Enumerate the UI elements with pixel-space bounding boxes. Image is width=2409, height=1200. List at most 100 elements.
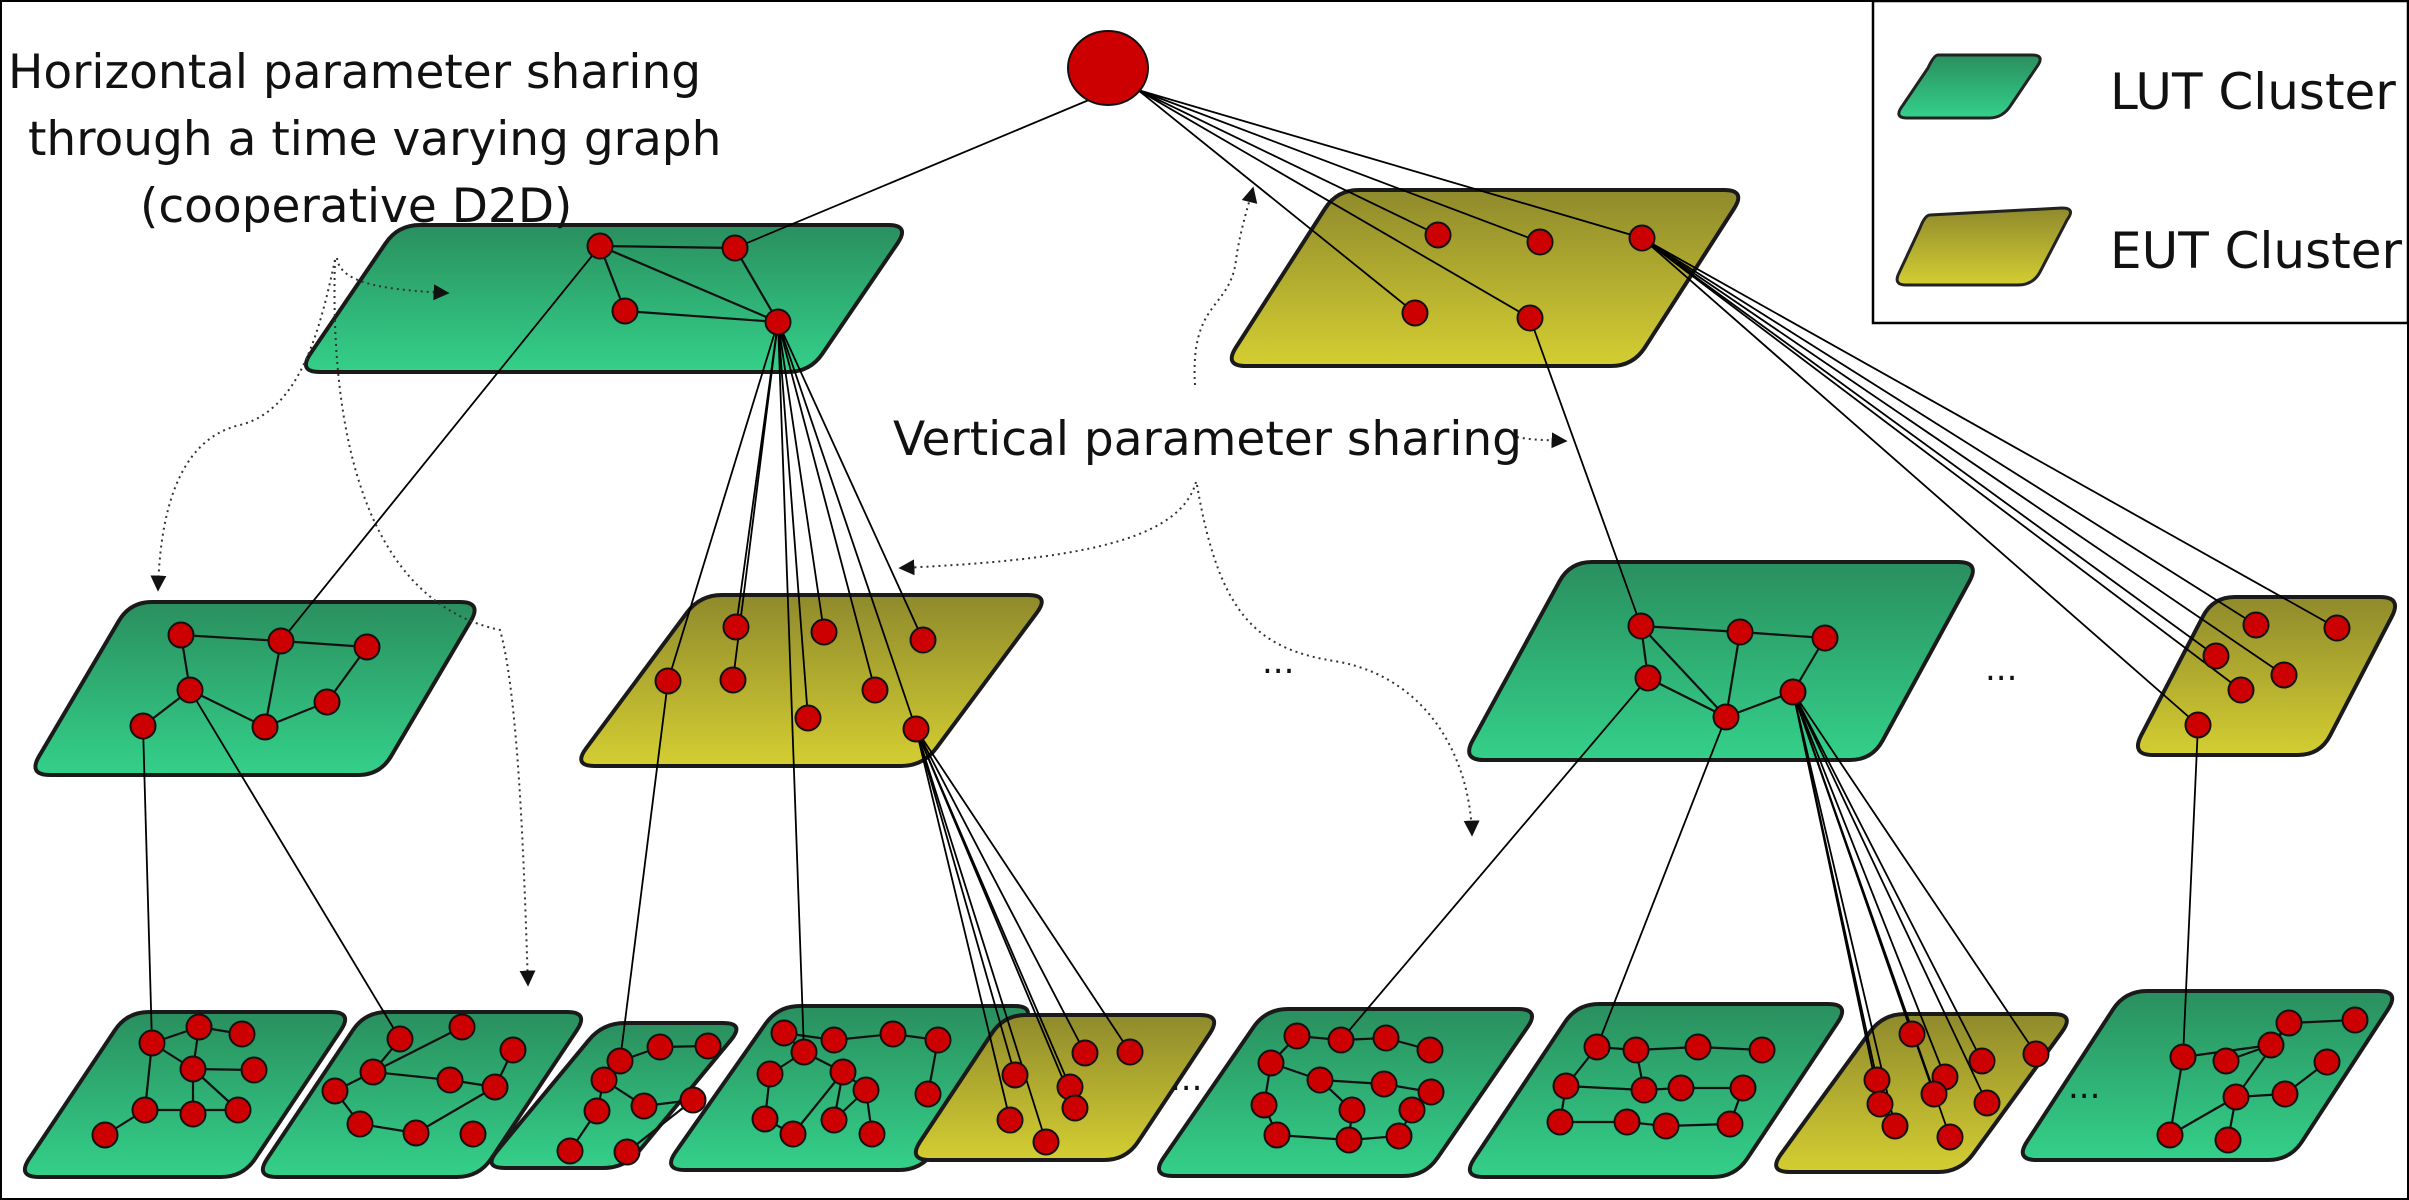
device-node	[721, 234, 749, 262]
cluster-layer	[22, 188, 2397, 1179]
device-node	[2227, 676, 2255, 704]
device-node	[131, 1096, 159, 1124]
device-node	[224, 1096, 252, 1124]
inter-layer-link	[1792, 691, 1946, 1078]
inter-layer-link	[1137, 89, 1541, 243]
intra-cluster-edge	[624, 309, 779, 324]
device-node	[1283, 1022, 1311, 1050]
device-node	[810, 618, 838, 646]
device-node	[779, 1120, 807, 1148]
inter-layer-link	[1137, 89, 1643, 239]
intra-cluster-edge	[599, 244, 779, 324]
device-node	[794, 704, 822, 732]
cluster-top-lut	[303, 223, 905, 374]
device-node	[386, 1025, 414, 1053]
device-node	[1417, 1078, 1445, 1106]
intra-cluster-edge	[415, 1086, 496, 1134]
intra-cluster-edge	[1640, 625, 1727, 718]
device-node	[790, 1038, 818, 1066]
device-node	[1613, 1108, 1641, 1136]
device-node	[1863, 1066, 1891, 1094]
device-node	[770, 1019, 798, 1047]
intra-cluster-edge	[263, 640, 283, 728]
device-node	[359, 1058, 387, 1086]
device-node	[996, 1106, 1024, 1134]
intra-cluster-edge	[189, 689, 266, 728]
intra-cluster-edge	[734, 247, 779, 323]
device-node	[646, 1033, 674, 1061]
device-node	[679, 1086, 707, 1114]
device-node	[2184, 711, 2212, 739]
device-node	[313, 688, 341, 716]
legend-eut-label: EUT Cluster	[2110, 222, 2403, 280]
root-node	[1067, 30, 1149, 106]
inter-layer-link	[189, 689, 401, 1040]
intra-cluster-edge	[372, 1026, 463, 1073]
legend-eut-swatch	[1895, 206, 2072, 287]
device-node	[2271, 1080, 2299, 1108]
device-node	[879, 1020, 907, 1048]
inter-layer-link	[142, 725, 153, 1044]
device-node	[722, 613, 750, 641]
legend-lut-swatch	[1897, 53, 2042, 120]
device-node	[228, 1020, 256, 1048]
cluster-top-eut	[1229, 188, 1741, 368]
device-node	[914, 1080, 942, 1108]
inter-layer-link	[1137, 89, 1531, 319]
horizontal-sharing-line3: (cooperative D2D)	[140, 179, 572, 234]
device-node	[448, 1013, 476, 1041]
device-node	[251, 713, 279, 741]
device-node	[611, 297, 639, 325]
inter-layer-link	[1340, 677, 1649, 1041]
device-node	[654, 667, 682, 695]
device-node	[1628, 224, 1656, 252]
device-node	[1630, 1076, 1658, 1104]
device-node	[1372, 1024, 1400, 1052]
inter-layer-link	[1792, 691, 1988, 1104]
device-node	[1627, 612, 1655, 640]
ellipsis-mid: ...	[1262, 642, 1294, 682]
cluster-bot-lut-7	[2020, 989, 2395, 1162]
inter-layer-link	[1641, 237, 2217, 657]
device-node	[1327, 1026, 1355, 1054]
device-node	[1335, 1126, 1363, 1154]
device-node	[924, 1026, 952, 1054]
device-node	[179, 1055, 207, 1083]
inter-layer-link	[915, 728, 1016, 1076]
device-node	[1546, 1108, 1574, 1136]
intra-cluster-edge	[626, 1099, 694, 1153]
device-node	[719, 666, 747, 694]
vertical-sharing-label: Vertical parameter sharing	[893, 412, 1522, 467]
device-node	[459, 1120, 487, 1148]
device-node	[2022, 1040, 2050, 1068]
inter-layer-link	[1792, 691, 1983, 1062]
inter-layer-link	[1792, 691, 1881, 1105]
device-node	[1936, 1123, 1964, 1151]
intra-cluster-edge	[280, 639, 368, 649]
device-node	[1811, 624, 1839, 652]
device-node	[91, 1121, 119, 1149]
device-node	[1370, 1070, 1398, 1098]
device-node	[1061, 1094, 1089, 1122]
inter-layer-link	[1641, 237, 2242, 691]
inter-layer-link	[1792, 691, 2037, 1055]
inter-layer-link	[915, 728, 1011, 1121]
device-node	[185, 1013, 213, 1041]
device-node	[1712, 703, 1740, 731]
device-node	[2212, 1047, 2240, 1075]
inter-layer-link	[915, 728, 1131, 1053]
device-node	[1881, 1112, 1909, 1140]
inter-layer-link	[2182, 724, 2199, 1058]
device-node	[1973, 1089, 2001, 1117]
device-node	[2156, 1121, 2184, 1149]
inter-layer-link	[1641, 237, 2285, 676]
intra-cluster-edge	[599, 244, 736, 250]
device-node	[1898, 1020, 1926, 1048]
intra-cluster-edge	[1724, 631, 1742, 718]
device-node	[1116, 1038, 1144, 1066]
inter-layer-link	[777, 321, 876, 691]
device-node	[1306, 1066, 1334, 1094]
device-node	[481, 1073, 509, 1101]
